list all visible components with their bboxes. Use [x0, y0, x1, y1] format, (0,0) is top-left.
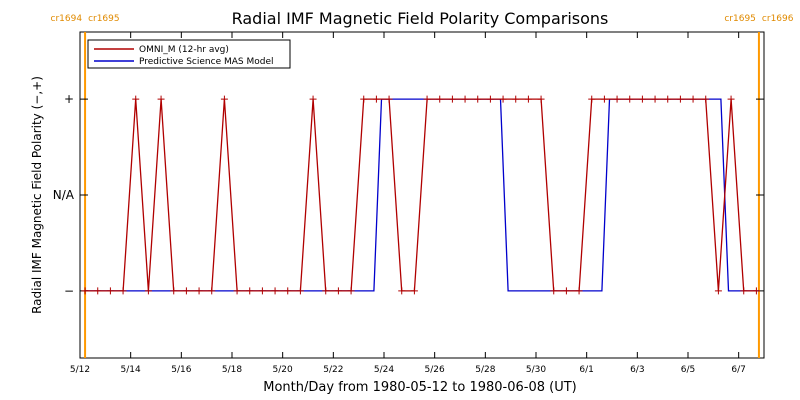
data-point-omni	[524, 95, 532, 103]
data-point-omni	[461, 95, 469, 103]
data-point-omni	[499, 95, 507, 103]
y-axis-label: Radial IMF Magnetic Field Polarity (−,+)	[30, 76, 44, 314]
data-point-omni	[334, 287, 342, 295]
legend: OMNI_M (12-hr avg) Predictive Science MA…	[87, 39, 291, 69]
data-point-omni	[182, 287, 190, 295]
x-tick-label: 6/1	[579, 365, 593, 375]
data-point-omni	[676, 95, 684, 103]
data-point-omni	[195, 287, 203, 295]
y-tick-label: +	[64, 92, 74, 106]
x-tick-label: 6/5	[681, 365, 695, 375]
data-point-omni	[702, 95, 710, 103]
series-line-mas	[85, 98, 759, 292]
data-point-omni	[410, 287, 418, 295]
data-point-omni	[106, 287, 114, 295]
data-point-omni	[144, 287, 152, 295]
data-point-omni	[220, 95, 228, 103]
data-point-omni	[322, 287, 330, 295]
data-point-omni	[372, 95, 380, 103]
x-tick-label: 5/26	[425, 365, 445, 375]
data-point-omni	[613, 95, 621, 103]
data-point-omni	[309, 95, 317, 103]
legend-box	[87, 39, 291, 69]
data-point-omni	[740, 287, 748, 295]
x-tick-label: 5/30	[526, 365, 546, 375]
x-tick-label: 5/12	[70, 365, 90, 375]
plot-area	[79, 31, 765, 359]
chart-title: Radial IMF Magnetic Field Polarity Compa…	[232, 9, 609, 28]
data-point-omni	[347, 287, 355, 295]
data-point-omni	[423, 95, 431, 103]
data-point-omni	[284, 287, 292, 295]
data-point-omni	[132, 95, 140, 103]
x-tick-label: 5/24	[374, 365, 394, 375]
x-tick-label: 5/16	[171, 365, 191, 375]
data-point-omni	[486, 95, 494, 103]
data-point-omni	[436, 95, 444, 103]
data-point-omni	[600, 95, 608, 103]
data-point-omni	[588, 95, 596, 103]
data-point-omni	[626, 95, 634, 103]
data-point-omni	[385, 95, 393, 103]
legend-label-mas: Predictive Science MAS Model	[139, 57, 274, 67]
data-point-omni	[448, 95, 456, 103]
data-point-omni	[512, 95, 520, 103]
x-tick-label: 5/28	[475, 365, 495, 375]
data-point-omni	[271, 287, 279, 295]
data-point-omni	[550, 287, 558, 295]
y-tick-label: −	[64, 284, 74, 298]
data-point-omni	[360, 95, 368, 103]
data-point-omni	[727, 95, 735, 103]
data-point-omni	[664, 95, 672, 103]
data-point-omni	[474, 95, 482, 103]
data-point-omni	[296, 287, 304, 295]
x-tick-label: 5/18	[222, 365, 242, 375]
x-tick-label: 5/20	[273, 365, 293, 375]
data-point-omni	[398, 287, 406, 295]
data-point-omni	[752, 287, 760, 295]
data-point-omni	[638, 95, 646, 103]
carrington-label-right: cr1695	[88, 14, 120, 24]
series-line-omni	[85, 98, 757, 292]
data-point-omni	[94, 287, 102, 295]
data-point-omni	[562, 287, 570, 295]
data-point-omni	[651, 95, 659, 103]
data-point-omni	[170, 287, 178, 295]
x-tick-label: 5/22	[323, 365, 343, 375]
carrington-label-left: cr1695	[724, 14, 756, 24]
carrington-label-left: cr1694	[51, 14, 83, 24]
legend-label-omni: OMNI_M (12-hr avg)	[139, 45, 229, 55]
data-point-omni	[208, 287, 216, 295]
series-lines	[85, 98, 759, 292]
data-point-omni	[575, 287, 583, 295]
x-tick-label: 6/7	[731, 365, 745, 375]
data-point-omni	[258, 287, 266, 295]
data-point-omni	[233, 287, 241, 295]
data-point-omni	[119, 287, 127, 295]
series-markers	[81, 95, 760, 295]
x-axis-label: Month/Day from 1980-05-12 to 1980-06-08 …	[263, 380, 576, 395]
data-point-omni	[689, 95, 697, 103]
x-tick-label: 5/14	[121, 365, 141, 375]
data-point-omni	[714, 287, 722, 295]
data-point-omni	[537, 95, 545, 103]
data-point-omni	[81, 287, 89, 295]
data-point-omni	[246, 287, 254, 295]
data-point-omni	[157, 95, 165, 103]
y-tick-label: N/A	[53, 188, 75, 202]
x-axis-ticks: 5/12 5/14 5/16 5/18 5/20 5/22 5/24 5/26 5/28 5/30…	[70, 32, 746, 375]
carrington-label-right: cr1696	[762, 14, 794, 24]
x-tick-label: 6/3	[630, 365, 644, 375]
